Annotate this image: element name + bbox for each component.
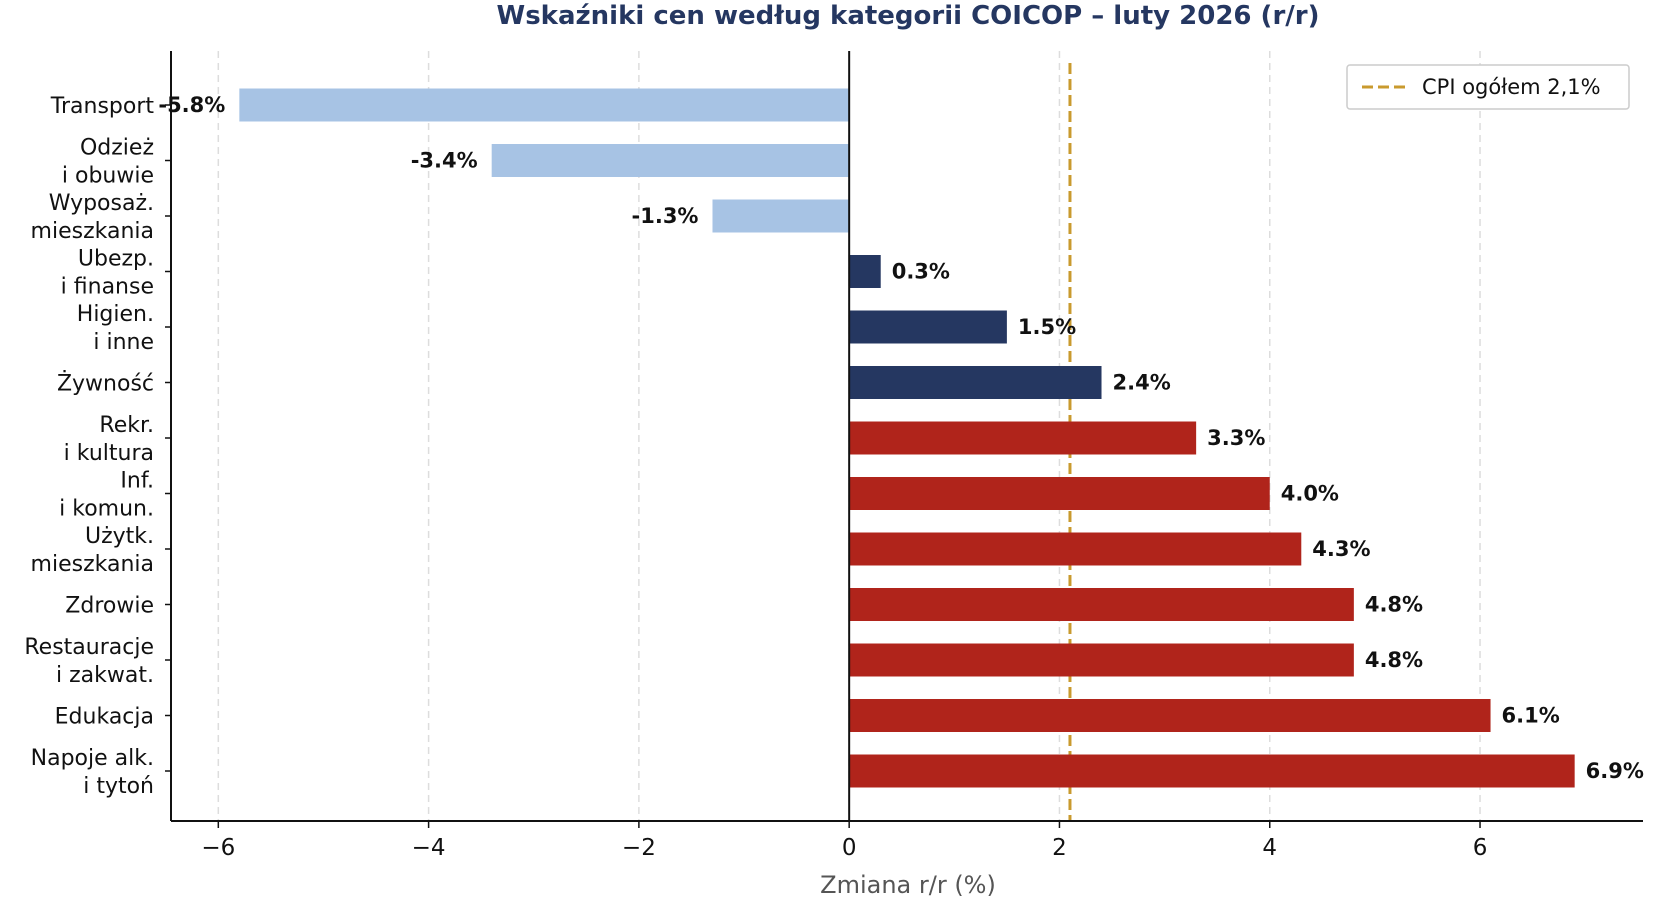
category-label-6: Rekr. i kultura: [64, 413, 154, 466]
x-tick-label-3: 0: [842, 835, 857, 861]
bars: [239, 88, 1575, 788]
category-label-line: i zakwat.: [56, 663, 154, 688]
legend: CPI ogółem 2,1%: [1346, 64, 1630, 110]
category-label-10: Restauracje i zakwat.: [24, 635, 154, 688]
category-label-line: i kultura: [64, 441, 154, 466]
x-tick-label-6: 6: [1473, 835, 1488, 861]
category-label-line: Zdrowie: [65, 594, 154, 619]
x-tick-label-1: −4: [412, 835, 446, 861]
value-label-2: -1.3%: [632, 204, 699, 228]
category-label-line: Higien.: [77, 302, 154, 327]
legend-entry-cpi: CPI ogółem 2,1%: [1422, 75, 1601, 99]
category-label-line: i finanse: [61, 275, 154, 300]
category-label-line: Inf.: [120, 469, 154, 494]
x-tick-label-0: −6: [201, 835, 235, 861]
category-label-9: Zdrowie: [65, 594, 154, 619]
value-label-10: 4.8%: [1365, 648, 1423, 672]
bar-5: [849, 366, 1102, 399]
category-label-line: Rekr.: [99, 413, 154, 438]
value-label-4: 1.5%: [1018, 315, 1076, 339]
category-label-8: Użytk. mieszkania: [31, 524, 154, 577]
category-label-line: i tytoń: [83, 774, 154, 799]
bar-3: [849, 255, 881, 288]
axes: [170, 51, 1643, 822]
category-label-4: Higien. i inne: [77, 302, 154, 355]
category-label-0: Transport: [50, 94, 155, 119]
value-label-9: 4.8%: [1365, 593, 1423, 617]
category-label-line: i obuwie: [62, 164, 154, 189]
bar-8: [849, 532, 1302, 566]
bar-4: [849, 310, 1007, 344]
bar-10: [849, 643, 1354, 677]
bar-2: [712, 199, 850, 233]
value-label-11: 6.1%: [1502, 704, 1560, 728]
category-label-line: Napoje alk.: [31, 746, 154, 771]
bar-6: [849, 421, 1197, 455]
category-label-line: Użytk.: [85, 524, 154, 549]
bar-12: [849, 754, 1575, 788]
value-label-7: 4.0%: [1281, 482, 1339, 506]
category-label-1: Odzież i obuwie: [62, 136, 154, 189]
category-label-line: i inne: [93, 330, 154, 355]
category-label-line: i komun.: [59, 497, 154, 522]
category-label-3: Ubezp. i finanse: [61, 247, 154, 300]
bar-7: [849, 477, 1270, 510]
value-label-8: 4.3%: [1312, 537, 1370, 561]
category-label-11: Edukacja: [55, 705, 154, 730]
category-label-line: mieszkania: [31, 552, 154, 577]
bar-0: [239, 88, 850, 122]
bar-9: [849, 588, 1354, 621]
category-label-line: Edukacja: [55, 705, 154, 730]
x-tick-label-2: −2: [622, 835, 656, 861]
x-axis-label: Zmiana r/r (%): [820, 871, 996, 899]
category-label-7: Inf. i komun.: [59, 469, 154, 522]
category-label-line: Wyposaż.: [49, 191, 154, 216]
value-label-5: 2.4%: [1113, 371, 1171, 395]
value-labels: -5.8% -3.4% -1.3% 0.3% 1.5% 2.4% 3.3% 4.0% 4.3% 4…: [158, 93, 1644, 783]
x-tick-label-5: 4: [1262, 835, 1277, 861]
value-label-1: -3.4%: [411, 149, 478, 173]
value-label-3: 0.3%: [892, 260, 950, 284]
category-label-line: Restauracje: [24, 635, 154, 660]
chart-title: Wskaźniki cen według kategorii COICOP – …: [497, 1, 1320, 31]
legend-box: [1346, 64, 1630, 110]
value-label-0: -5.8%: [158, 93, 225, 117]
category-label-12: Napoje alk. i tytoń: [31, 746, 154, 799]
x-tick-label-4: 2: [1052, 835, 1067, 861]
category-label-2: Wyposaż. mieszkania: [31, 191, 154, 244]
category-label-line: mieszkania: [31, 219, 154, 244]
category-label-line: Odzież: [80, 136, 154, 161]
bar-1: [491, 144, 850, 177]
x-axis-ticks: −6 −4 −2 0 2 4 6: [201, 821, 1487, 861]
category-label-line: Ubezp.: [78, 247, 154, 272]
category-label-line: Żywność: [57, 371, 154, 397]
value-label-6: 3.3%: [1207, 426, 1265, 450]
value-label-12: 6.9%: [1586, 759, 1644, 783]
category-label-line: Transport: [50, 94, 155, 119]
bar-11: [849, 699, 1491, 732]
category-label-5: Żywność: [57, 371, 154, 397]
